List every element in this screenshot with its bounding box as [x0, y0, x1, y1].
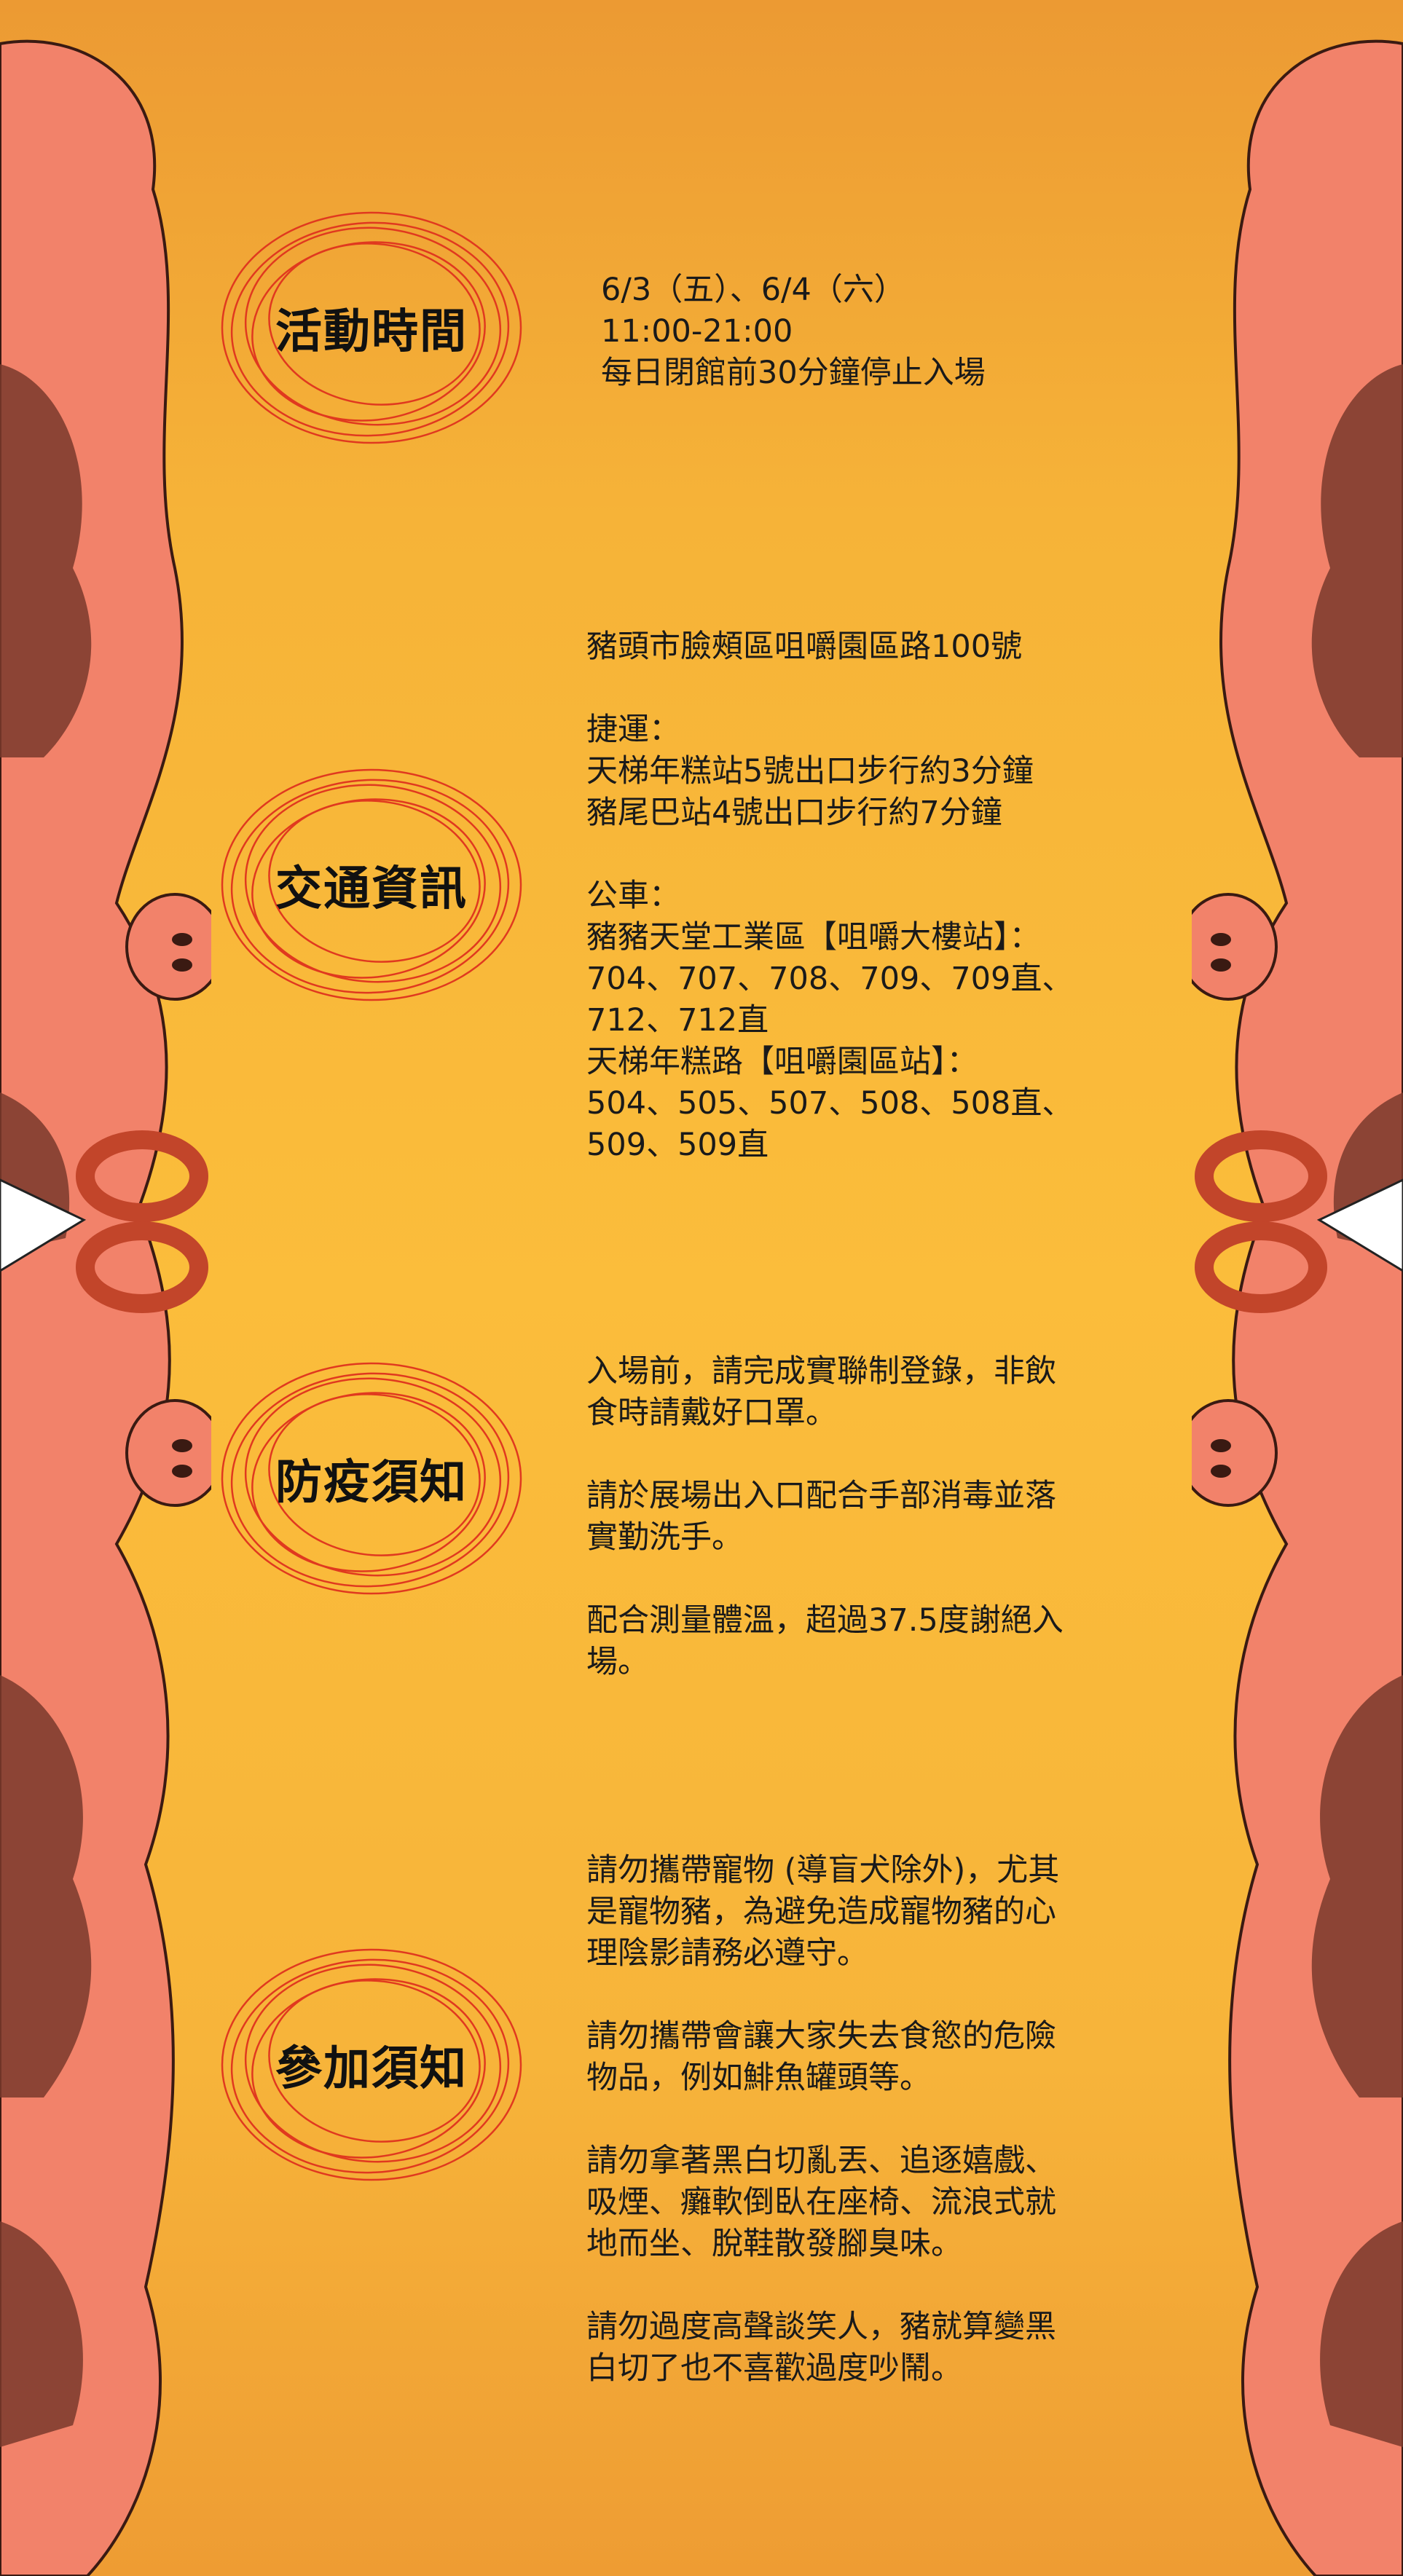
- section-badge-time: 活動時間: [215, 204, 528, 452]
- time-line: 6/3（五）、6/4（六）: [601, 272, 905, 308]
- bus-label: 公車：: [586, 878, 680, 914]
- ring-scribble-icon: [221, 211, 522, 444]
- ring-scribble-icon: [221, 1948, 522, 2181]
- mrt-line: 天梯年糕站5號出口步行約3分鐘: [586, 753, 1034, 789]
- epidemic-line: 請於展場出入口配合手部消毒並落: [586, 1478, 1056, 1514]
- section-title-time: 活動時間: [275, 305, 468, 359]
- pig-illustration-left: [0, 39, 211, 2576]
- section-body-notice: 請勿攜帶寵物 (導盲犬除外)，尤其 是寵物豬，為避免造成寵物豬的心 理陰影請務必…: [586, 1850, 1059, 2390]
- notice-line: 吸煙、癱軟倒臥在座椅、流浪式就: [586, 2184, 1056, 2221]
- notice-line: 請勿過度高聲談笑人，豬就算變黑: [586, 2309, 1056, 2345]
- mrt-label: 捷運：: [586, 712, 680, 748]
- section-title-notice: 參加須知: [275, 2042, 468, 2096]
- notice-line: 物品，例如鯡魚罐頭等。: [586, 2060, 931, 2096]
- bus-line: 504、505、507、508、508直、: [586, 1085, 1074, 1122]
- section-body-time: 6/3（五）、6/4（六） 11:00-21:00 每日閉館前30分鐘停止入場: [601, 269, 986, 394]
- ring-scribble-icon: [221, 1362, 522, 1595]
- bus-line: 509、509直: [586, 1127, 769, 1163]
- time-line: 每日閉館前30分鐘停止入場: [601, 355, 986, 391]
- notice-line: 理陰影請務必遵守。: [586, 1935, 868, 1972]
- bus-line: 天梯年糕路【咀嚼園區站】：: [586, 1044, 978, 1080]
- epidemic-line: 實勤洗手。: [586, 1519, 743, 1556]
- epidemic-line: 入場前，請完成實聯制登錄，非飲: [586, 1353, 1056, 1390]
- section-badge-epidemic: 防疫須知: [215, 1355, 528, 1602]
- section-body-transport: 豬頭市臉頰區咀嚼園區路100號 捷運： 天梯年糕站5號出口步行約3分鐘 豬尾巴站…: [586, 626, 1073, 1166]
- section-title-epidemic: 防疫須知: [275, 1456, 468, 1510]
- section-badge-transport: 交通資訊: [215, 761, 528, 1009]
- time-line: 11:00-21:00: [601, 313, 793, 350]
- ring-scribble-icon: [221, 768, 522, 1001]
- notice-line: 請勿拿著黑白切亂丟、追逐嬉戲、: [586, 2143, 1056, 2179]
- section-body-epidemic: 入場前，請完成實聯制登錄，非飲 食時請戴好口罩。 請於展場出入口配合手部消毒並落…: [586, 1351, 1064, 1683]
- bus-line: 豬豬天堂工業區【咀嚼大樓站】：: [586, 919, 1041, 956]
- mrt-line: 豬尾巴站4號出口步行約7分鐘: [586, 795, 1002, 831]
- notice-line: 地而坐、脫鞋散發腳臭味。: [586, 2226, 962, 2262]
- epidemic-line: 配合測量體溫，超過37.5度謝絕入: [586, 1602, 1064, 1639]
- notice-line: 白切了也不喜歡過度吵鬧。: [586, 2350, 962, 2387]
- transport-address: 豬頭市臉頰區咀嚼園區路100號: [586, 629, 1023, 665]
- pig-illustration-right: [1192, 39, 1403, 2576]
- epidemic-line: 食時請戴好口罩。: [586, 1395, 837, 1431]
- notice-line: 是寵物豬，為避免造成寵物豬的心: [586, 1894, 1056, 1930]
- bus-line: 704、707、708、709、709直、: [586, 961, 1074, 997]
- notice-line: 請勿攜帶會讓大家失去食慾的危險: [586, 2018, 1056, 2055]
- bus-line: 712、712直: [586, 1002, 769, 1039]
- notice-line: 請勿攜帶寵物 (導盲犬除外)，尤其: [586, 1852, 1060, 1888]
- section-badge-notice: 參加須知: [215, 1941, 528, 2189]
- section-title-transport: 交通資訊: [275, 862, 468, 916]
- epidemic-line: 場。: [586, 1644, 649, 1680]
